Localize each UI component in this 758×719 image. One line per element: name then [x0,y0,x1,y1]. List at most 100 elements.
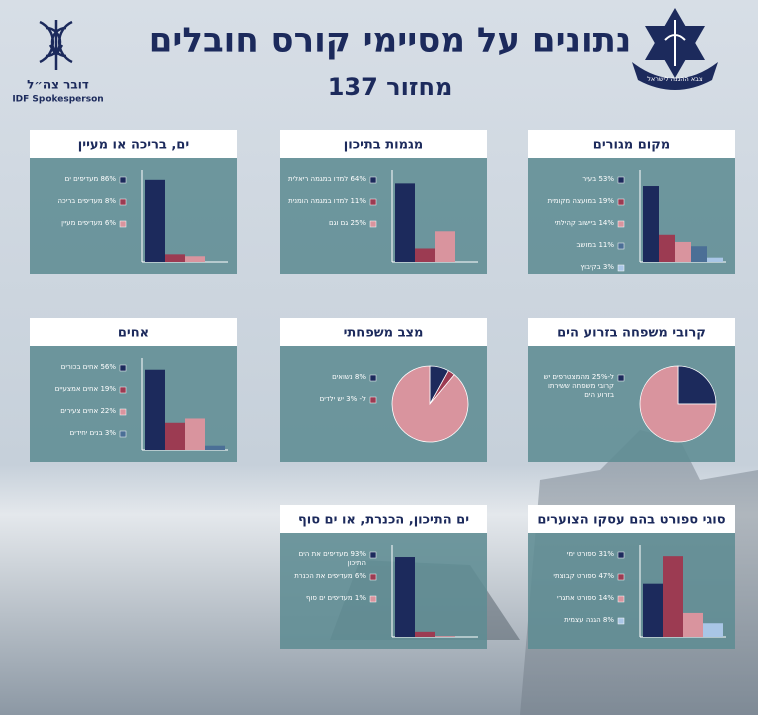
bar [643,583,663,637]
legend-swatch [617,374,625,382]
panel-title: מצב משפחתי [344,326,424,341]
legend-box: 86% מעדיפים ים [64,175,116,183]
panel-title: סוגי ספורט בהם עסקו הצוערים [537,513,725,528]
panel-title: ים התיכון, הכנרת, או ים סוף [298,513,469,528]
legend-swatch [119,408,127,416]
legend-box: 47% ספורט קבוצתי [553,572,614,580]
emblem-text: צבא ההגנה לישראל [647,75,703,83]
legend-swatch [369,595,377,603]
panel-title: מגמות בתיכון [344,138,423,153]
legend-label: 31% ספורט ימי [566,550,614,558]
legend-label: 8% הגנה עצמית [564,616,614,624]
bar [145,179,165,262]
legend-swatch [369,198,377,206]
bar [165,422,185,450]
legend-swatch [617,264,625,272]
panel-title: אחים [118,326,149,341]
legend-box: 31% ספורט ימי [566,550,614,558]
spokesperson-logo [39,20,73,70]
legend-label: 3% בנים יחידים [69,429,116,437]
legend-swatch [617,242,625,250]
pie-slice [391,365,469,443]
panel-title-box [30,130,237,158]
pie-slice [677,365,717,405]
legend-label: 1% מעדיפים ים סוף [305,594,366,602]
legend-swatch [617,595,625,603]
legend-label: 14% ביישוב קהילתי [554,219,614,227]
legend-label: 3% בקיבוץ [580,263,614,271]
legend-box: 56% אחים בכורים [60,363,116,371]
panel-title-box [528,505,735,533]
panel-title-box [280,318,487,346]
spokesperson-en: IDF Spokesperson [12,95,103,105]
pie-slice [639,365,717,443]
legend-swatch [617,551,625,559]
legend-swatch [617,198,625,206]
legend-swatch [119,386,127,394]
legend-swatch [369,396,377,404]
panel-body [30,158,237,274]
legend-label: 53% בעיר [582,175,614,183]
legend-swatch [369,551,377,559]
legend-box: 8% מעדיפים בריכה [57,197,116,205]
panel-title-box [280,130,487,158]
bar [707,257,723,262]
legend-label: 47% ספורט קבוצתי [553,572,614,580]
legend-box: 3% בנים יחידים [69,429,116,437]
bar [435,636,455,637]
legend-box: 11% למדו במגמה הומנית [288,197,366,205]
legend-swatch [617,176,625,184]
legend-box: ל-25% מהמצטרפים יש קרובי משפחה ששירתו בז… [544,373,614,399]
legend-label: 14% ספורט אתגרי [556,594,614,602]
idf-emblem [632,8,718,90]
panel-title-box [30,318,237,346]
legend-label: ל- 3% יש ילדים [319,395,366,403]
bar [185,418,205,450]
panel-title: קרובי משפחה בזרוע הים [557,326,706,341]
legend-label: 93% מעדיפים את הים התיכון [298,550,366,567]
legend-label: 8% מעדיפים בריכה [57,197,116,205]
legend-swatch [369,374,377,382]
page-subtitle: מחזור 137 [328,73,453,101]
legend-swatch [617,220,625,228]
legend-label: 19% אחים אמצעיים [54,385,116,393]
legend-box: 19% אחים אמצעיים [54,385,116,393]
legend-box: 1% מעדיפים ים סוף [305,594,366,602]
panel-title-box [528,130,735,158]
legend-label: 11% במושב [576,241,614,249]
legend-box: 25% גם וגם [329,219,366,227]
bar [415,248,435,262]
bar [165,254,185,262]
spokesperson-he: דובר צה״ל [27,78,89,92]
bar [675,241,691,262]
legend-label: 64% למדו במגמה ריאלית [287,175,366,183]
bar [435,231,455,262]
legend-box: 14% ספורט אתגרי [556,594,614,602]
legend-box: 6% מעדיפים את הכנרת [294,572,366,580]
bar [415,631,435,637]
legend-box: 53% בעיר [582,175,614,183]
legend-label: 56% אחים בכורים [60,363,116,371]
bar [185,256,205,262]
legend-swatch [119,364,127,372]
legend-swatch [119,198,127,206]
bar [703,623,723,637]
legend-box: 11% במושב [576,241,614,249]
legend-label: 6% מעדיפים את הכנרת [294,572,366,580]
bar [395,183,415,262]
legend-swatch [119,220,127,228]
legend-label: 86% מעדיפים ים [64,175,116,183]
bar [683,612,703,637]
legend-box: 8% נשואים [332,373,366,381]
legend-label: 6% מעדיפים מעיין [61,219,116,227]
legend-label: 22% אחים צעירים [60,407,116,415]
legend-box: 19% במועצה מקומית [548,197,614,205]
bar [145,369,165,450]
legend-box: 3% בקיבוץ [580,263,614,271]
panel-title-box [280,505,487,533]
page-title: נתונים על מסיימי קורס חובלים [149,21,632,61]
legend-swatch [369,573,377,581]
bar [691,246,707,262]
legend-box: 14% ביישוב קהילתי [554,219,614,227]
